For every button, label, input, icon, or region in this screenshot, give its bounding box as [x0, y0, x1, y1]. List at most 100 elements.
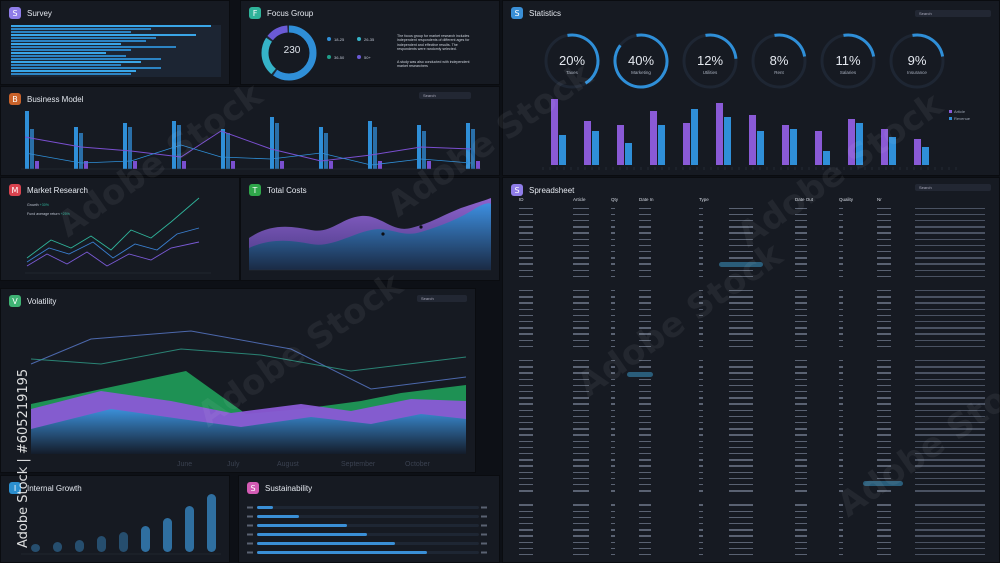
table-row[interactable]	[503, 389, 999, 394]
internal-badge: I	[9, 482, 21, 494]
stats-bar-article	[617, 125, 624, 165]
table-cell	[729, 378, 753, 381]
table-row[interactable]	[503, 476, 999, 481]
table-cell	[519, 314, 533, 317]
table-cell	[611, 446, 615, 449]
table-row[interactable]	[503, 509, 999, 514]
table-cell	[839, 421, 843, 424]
table-row[interactable]	[503, 427, 999, 432]
table-row[interactable]	[503, 225, 999, 230]
table-row[interactable]	[503, 326, 999, 331]
table-row[interactable]	[503, 243, 999, 248]
table-row[interactable]	[503, 274, 999, 279]
table-cell	[611, 219, 615, 222]
table-row[interactable]	[503, 433, 999, 438]
table-row[interactable]	[503, 206, 999, 211]
table-row[interactable]	[503, 458, 999, 463]
column-header[interactable]: ID	[519, 197, 524, 202]
table-row[interactable]	[503, 237, 999, 242]
sustain-row-label	[247, 506, 253, 509]
column-header[interactable]: Date Out	[795, 197, 814, 202]
table-row[interactable]	[503, 231, 999, 236]
table-cell	[877, 434, 891, 436]
table-row[interactable]	[503, 445, 999, 450]
column-header[interactable]: Qty	[611, 197, 619, 202]
business-bar	[368, 121, 372, 169]
table-row[interactable]	[503, 521, 999, 526]
table-row[interactable]	[503, 470, 999, 475]
statistics-search-input[interactable]: Search	[915, 10, 991, 17]
table-row[interactable]	[503, 451, 999, 456]
table-row[interactable]	[503, 408, 999, 413]
table-row[interactable]	[503, 332, 999, 337]
highlighted-cell[interactable]	[627, 372, 653, 377]
table-row[interactable]	[503, 338, 999, 343]
table-cell	[699, 308, 703, 311]
column-header[interactable]: Date In	[639, 197, 654, 202]
column-header[interactable]: Quality	[839, 197, 854, 202]
table-cell	[729, 547, 753, 550]
table-cell	[699, 409, 703, 412]
table-cell	[839, 471, 843, 474]
table-row[interactable]	[503, 414, 999, 419]
table-row[interactable]	[503, 489, 999, 494]
table-cell	[639, 446, 651, 449]
table-row[interactable]	[503, 288, 999, 293]
table-row[interactable]	[503, 212, 999, 217]
highlighted-cell[interactable]	[863, 481, 903, 486]
highlighted-cell[interactable]	[719, 262, 763, 267]
table-cell	[519, 296, 533, 298]
table-row[interactable]	[503, 295, 999, 300]
table-cell	[699, 510, 703, 513]
table-row[interactable]	[503, 546, 999, 551]
column-header[interactable]: Type	[699, 197, 709, 202]
table-row[interactable]	[503, 365, 999, 370]
table-row[interactable]	[503, 540, 999, 545]
table-row[interactable]	[503, 528, 999, 533]
table-cell	[839, 244, 843, 247]
table-cell	[699, 320, 703, 323]
table-cell	[795, 244, 807, 247]
table-cell	[699, 226, 703, 228]
business-search-input[interactable]: Search	[419, 92, 471, 99]
table-row[interactable]	[503, 482, 999, 487]
table-row[interactable]	[503, 396, 999, 401]
table-cell	[729, 207, 753, 210]
table-cell	[573, 314, 589, 317]
survey-chart	[11, 25, 221, 77]
table-row[interactable]	[503, 515, 999, 520]
column-header[interactable]: Nr	[877, 197, 882, 202]
spreadsheet-search-input[interactable]: Search	[915, 184, 991, 191]
volatility-search-input[interactable]: Search	[417, 295, 467, 302]
table-row[interactable]	[503, 301, 999, 306]
table-row[interactable]	[503, 377, 999, 382]
table-row[interactable]	[503, 371, 999, 376]
table-cell	[611, 421, 615, 424]
table-cell	[639, 308, 651, 311]
table-row[interactable]	[503, 313, 999, 318]
table-row[interactable]	[503, 503, 999, 508]
table-row[interactable]	[503, 464, 999, 469]
table-row[interactable]	[503, 439, 999, 444]
business-bar	[74, 127, 78, 169]
table-row[interactable]	[503, 319, 999, 324]
table-cell	[915, 289, 985, 292]
table-row[interactable]	[503, 534, 999, 539]
table-row[interactable]	[503, 552, 999, 557]
column-header[interactable]: Article	[573, 197, 586, 202]
sustain-row-label	[247, 533, 253, 536]
table-row[interactable]	[503, 218, 999, 223]
table-row[interactable]	[503, 344, 999, 349]
table-row[interactable]	[503, 268, 999, 273]
table-row[interactable]	[503, 307, 999, 312]
table-row[interactable]	[503, 249, 999, 254]
table-row[interactable]	[503, 402, 999, 407]
table-row[interactable]	[503, 256, 999, 261]
table-cell	[915, 516, 985, 519]
table-row[interactable]	[503, 420, 999, 425]
table-row[interactable]	[503, 358, 999, 363]
stats-bar-article	[815, 131, 822, 165]
table-row[interactable]	[503, 383, 999, 388]
table-cell	[795, 535, 807, 537]
business-chart	[21, 111, 481, 170]
